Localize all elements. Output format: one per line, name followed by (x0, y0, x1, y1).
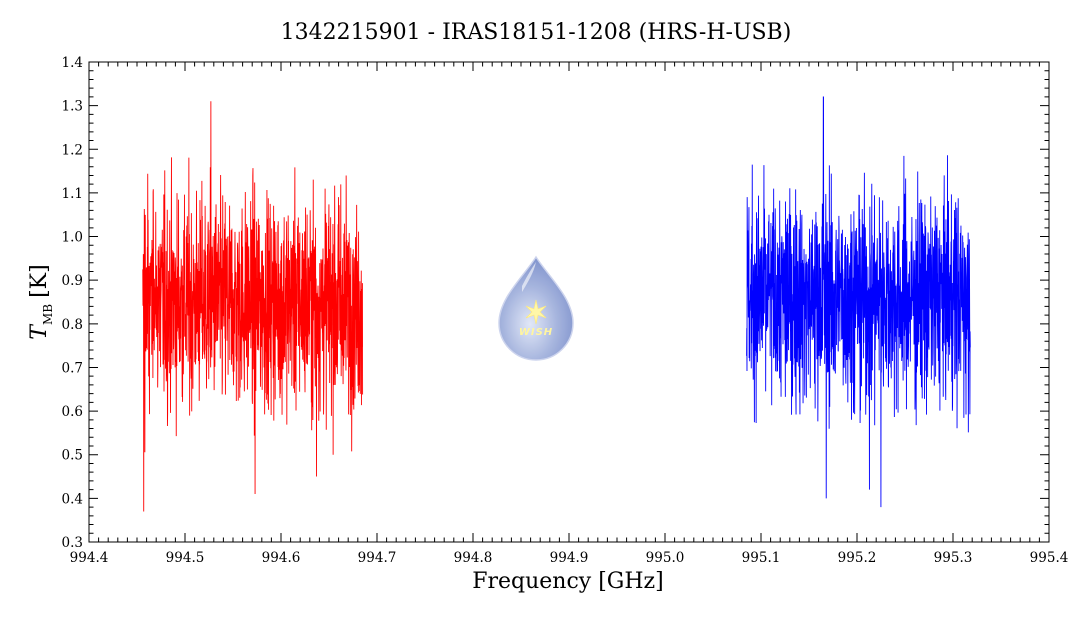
x-tick-label: 994.4 (70, 550, 109, 566)
y-tick-label: 1.3 (62, 99, 83, 115)
series-layer (142, 96, 971, 512)
y-axis-label-main: T (27, 323, 52, 340)
wish-logo: WISH (498, 255, 574, 361)
y-axis-label-sub: MB (41, 304, 55, 325)
x-tick-label: 995.3 (934, 550, 973, 566)
x-tick-label: 994.7 (358, 550, 397, 566)
y-tick-label: 0.5 (62, 448, 83, 464)
x-tick-label: 994.6 (262, 550, 301, 566)
y-tick-label: 0.7 (62, 360, 83, 376)
ticks-layer (88, 61, 1050, 543)
x-tick-label: 995.2 (838, 550, 877, 566)
x-tick-label: 994.9 (550, 550, 589, 566)
svg-text:TMB[K]: TMB [K] (27, 264, 55, 339)
x-tick-label: 995.1 (742, 550, 781, 566)
x-axis-label: Frequency [GHz] (472, 569, 664, 594)
y-tick-label: 0.4 (62, 491, 83, 507)
y-tick-label: 1.2 (62, 142, 83, 158)
y-tick-label: 1.4 (62, 55, 83, 71)
y-tick-label: 0.9 (62, 273, 83, 289)
star-icon (525, 299, 547, 325)
spectrum-series-1 (142, 101, 364, 512)
chart-title: 1342215901 - IRAS18151-1208 (HRS-H-USB) (281, 20, 792, 45)
x-tick-label: 994.8 (454, 550, 493, 566)
x-tick-label: 994.5 (166, 550, 205, 566)
x-tick-labels: 994.4 994.5 994.6 994.7 994.8 994.9 995.0 995.1… (70, 550, 1069, 566)
y-tick-labels: 0.3 0.4 0.5 0.6 0.7 0.8 0.9 1.0 1.1 1.2 1.3 1.4 (62, 55, 83, 551)
y-tick-label: 1.0 (62, 230, 83, 246)
y-axis-label: TMB [K] (27, 264, 55, 339)
y-tick-label: 1.1 (62, 186, 83, 202)
spectrum-series-2 (746, 96, 971, 508)
y-tick-label: 0.8 (62, 317, 83, 333)
x-tick-label: 995.4 (1030, 550, 1069, 566)
x-tick-label: 995.0 (646, 550, 685, 566)
y-axis-label-unit: [K] (27, 264, 52, 298)
y-tick-label: 0.6 (62, 404, 83, 420)
y-tick-label: 0.3 (62, 535, 83, 551)
logo-text: WISH (519, 327, 553, 338)
axis-ticks (88, 61, 1050, 543)
